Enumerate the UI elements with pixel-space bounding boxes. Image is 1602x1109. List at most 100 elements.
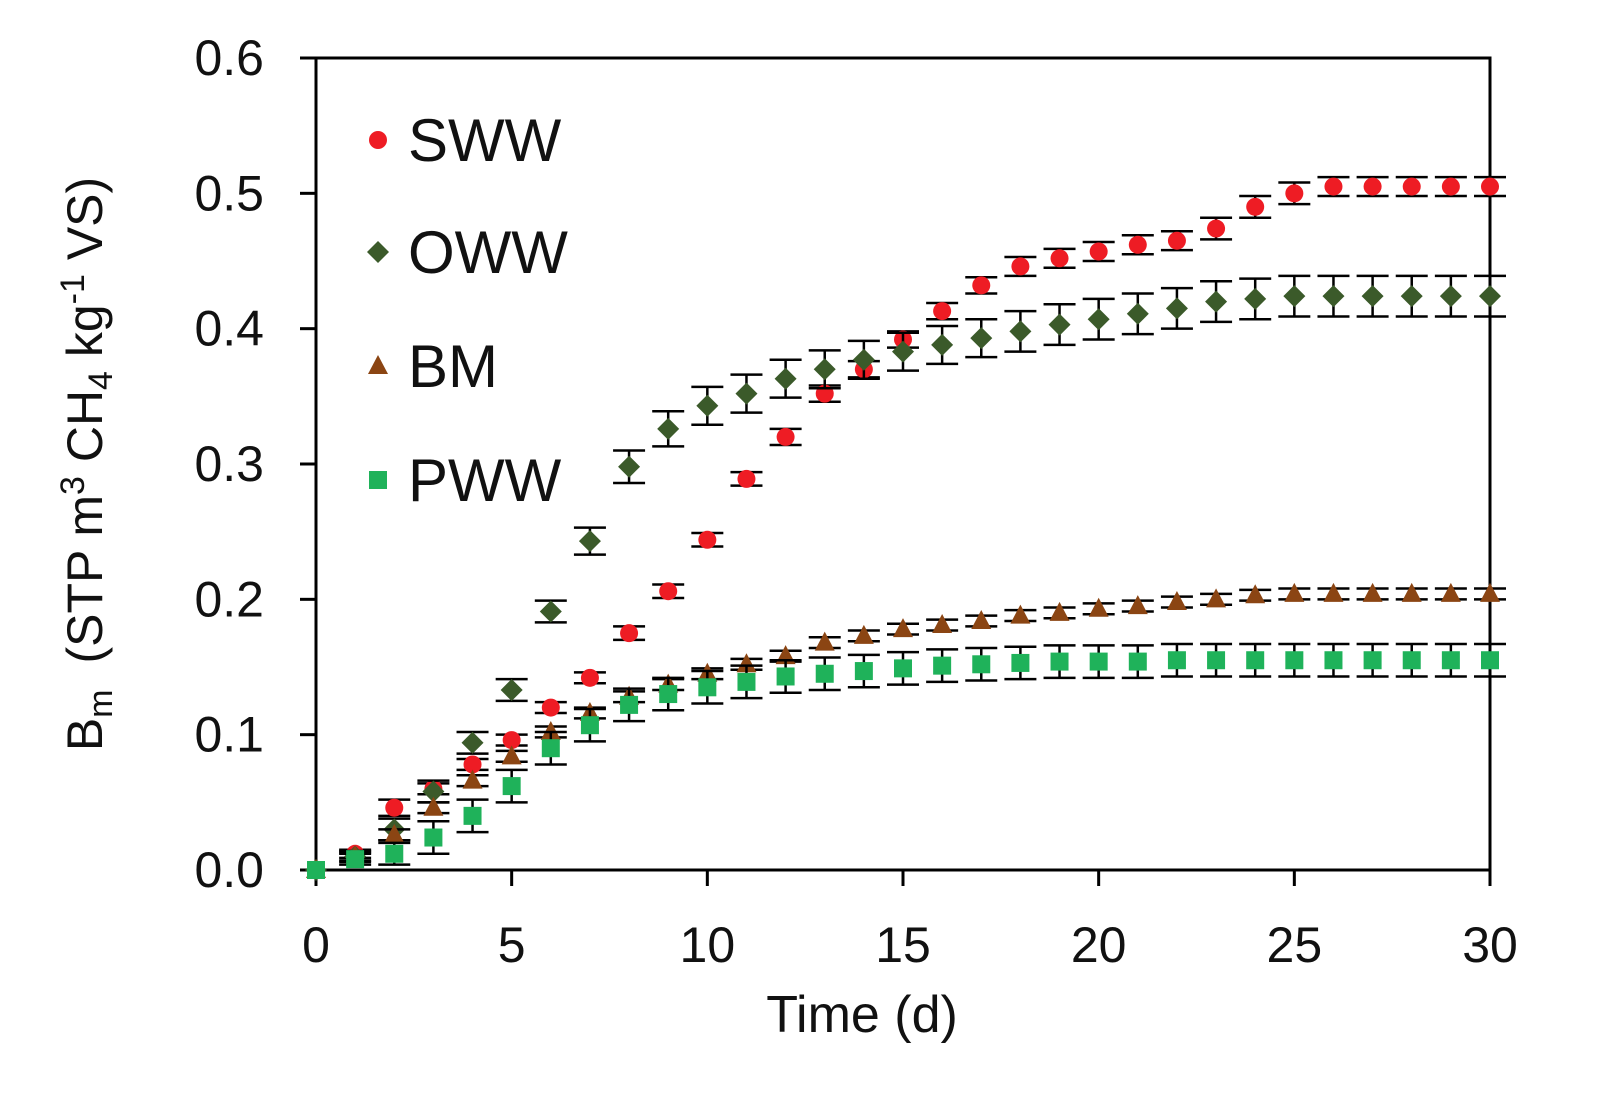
oww-point: [696, 394, 719, 417]
sww-point: [1246, 197, 1265, 216]
sww-point: [1128, 235, 1147, 254]
sww-point: [1363, 177, 1382, 196]
pww-point: [1207, 651, 1226, 670]
pww-point: [1128, 652, 1147, 671]
pww-point: [1089, 652, 1108, 671]
oww-point: [1244, 287, 1267, 310]
y-axis-title-unit-close: VS): [57, 177, 113, 274]
pww-point: [698, 678, 717, 697]
oww-point: [892, 340, 914, 363]
pww-point: [1481, 651, 1499, 670]
y-axis-title-kg: kg: [57, 304, 113, 371]
pww-point: [1363, 651, 1382, 670]
y-axis-title-sub-4: 4: [82, 371, 120, 390]
bm-point: [1010, 604, 1031, 624]
bm-point: [1440, 582, 1461, 602]
legend-label-sww: SWW: [408, 107, 562, 174]
oww-point: [1439, 285, 1462, 308]
bm-point: [1480, 582, 1500, 602]
y-tick-label: 0.6: [194, 30, 264, 86]
legend-label-bm: BM: [408, 333, 498, 400]
y-axis-title: Bm (STP m3 CH4 kg-1 VS): [54, 177, 120, 751]
x-axis: 0 5 10 15 20 25 30: [302, 870, 1518, 973]
bm-point: [736, 653, 757, 673]
data-series-layer: [305, 175, 1506, 881]
sww-point: [659, 582, 678, 601]
series-oww: [305, 274, 1506, 881]
oww-point: [539, 600, 562, 623]
pww-point: [972, 655, 991, 674]
sww-point: [1089, 242, 1108, 261]
bm-point: [853, 624, 874, 644]
oww-point: [578, 530, 601, 553]
sww-point: [1285, 184, 1304, 203]
pww-point: [815, 664, 834, 683]
sww-point: [698, 530, 717, 549]
y-axis-title-main: B: [57, 718, 113, 751]
pww-point: [346, 850, 365, 869]
sww-point: [737, 469, 756, 488]
pww-point: [307, 861, 325, 879]
legend-marker-sww: [369, 131, 387, 149]
oww-point: [931, 333, 954, 356]
oww-point: [422, 780, 445, 803]
oww-point: [813, 358, 836, 381]
sww-point: [972, 276, 991, 295]
sww-point: [1050, 249, 1069, 268]
sww-point: [1207, 219, 1226, 238]
sww-point: [620, 624, 639, 643]
pww-point: [894, 659, 912, 678]
series-pww: [307, 642, 1506, 879]
bm-point: [814, 631, 835, 651]
bm-point: [1284, 582, 1305, 602]
pww-point: [620, 695, 639, 714]
sww-point: [1011, 257, 1030, 276]
oww-point: [1479, 285, 1501, 308]
oww-point: [774, 367, 797, 390]
bm-point: [893, 618, 913, 638]
pww-point: [1441, 651, 1460, 670]
bm-point: [540, 720, 561, 740]
pww-point: [502, 777, 521, 796]
oww-point: [500, 679, 523, 702]
sww-point: [1402, 177, 1421, 196]
pww-point: [463, 806, 482, 825]
bm-point: [1127, 595, 1148, 615]
legend-label-oww: OWW: [408, 219, 568, 286]
sww-point: [463, 755, 482, 774]
x-axis-title: Time (d): [766, 986, 958, 1044]
y-tick-label: 0.2: [194, 571, 264, 627]
sww-point: [1324, 177, 1343, 196]
x-tick-label: 30: [1462, 917, 1518, 973]
pww-point: [1050, 652, 1069, 671]
pww-point: [933, 656, 952, 675]
y-axis-title-ch: CH: [57, 390, 113, 476]
pww-point: [424, 828, 443, 847]
x-tick-label: 25: [1267, 917, 1323, 973]
x-tick-label: 0: [302, 917, 330, 973]
y-tick-label: 0.0: [194, 842, 264, 898]
bm-point: [971, 609, 992, 629]
bm-point: [1362, 582, 1383, 602]
legend-marker-pww: [369, 471, 387, 489]
pww-point: [1167, 651, 1186, 670]
sww-point: [580, 668, 599, 687]
oww-point: [657, 417, 680, 440]
bm-point: [1206, 588, 1227, 608]
bm-point: [932, 614, 953, 634]
oww-point: [1165, 297, 1188, 320]
pww-point: [659, 685, 678, 704]
oww-point: [1322, 285, 1345, 308]
series-sww: [307, 175, 1506, 879]
oww-point: [970, 327, 993, 350]
oww-point: [852, 348, 875, 371]
legend-item-bm: BM: [368, 333, 498, 400]
oww-point: [1087, 308, 1110, 331]
oww-point: [1048, 313, 1071, 336]
pww-point: [541, 739, 560, 758]
oww-point: [1205, 290, 1228, 313]
y-axis: 0.0 0.1 0.2 0.3 0.4 0.5 0.6: [194, 30, 316, 898]
pww-point: [1285, 651, 1304, 670]
oww-point: [1283, 285, 1306, 308]
